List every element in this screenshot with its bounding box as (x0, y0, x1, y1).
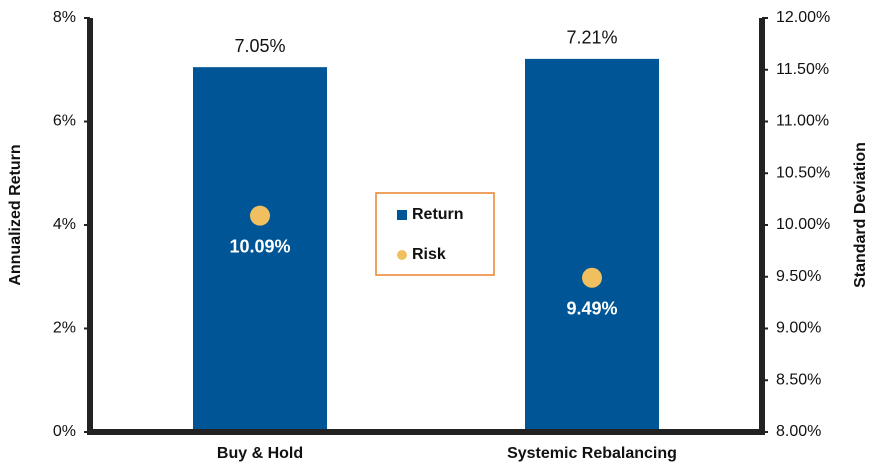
point (250, 205, 270, 226)
y2-tick-label: 9.50% (776, 268, 821, 285)
y-axis-title: Annualized Return (7, 144, 24, 285)
y-tick-label: 6% (53, 113, 76, 130)
bar (525, 58, 659, 432)
y2-tick-label: 12.00% (776, 9, 830, 26)
y2-tick-label: 8.00% (776, 423, 821, 440)
y2-tick-label: 10.50% (776, 164, 830, 181)
x-tick-label: Buy & Hold (217, 445, 303, 462)
y-tick-label: 8% (53, 9, 76, 26)
bar (193, 67, 327, 432)
y-tick-label: 0% (53, 423, 76, 440)
y2-tick-label: 9.00% (776, 320, 821, 337)
y2-tick-label: 8.50% (776, 371, 821, 388)
y2-axis-title: Standard Deviation (852, 142, 869, 288)
legend-box (375, 192, 495, 276)
point (582, 267, 602, 288)
legend-label: Risk (412, 246, 446, 263)
legend-label: Return (412, 206, 464, 223)
data-label: 7.21% (566, 28, 617, 48)
x-tick-label: Systemic Rebalancing (507, 445, 677, 462)
data-label: 10.09% (229, 236, 290, 256)
data-label: 9.49% (566, 299, 617, 319)
y-tick-label: 4% (53, 216, 76, 233)
legend-marker (397, 250, 407, 260)
y2-tick-label: 10.00% (776, 216, 830, 233)
y2-tick-label: 11.50% (776, 61, 829, 78)
y-tick-label: 2% (53, 320, 76, 337)
legend-marker (397, 210, 407, 220)
y2-tick-label: 11.00% (776, 113, 829, 130)
data-label: 7.05% (234, 36, 285, 56)
